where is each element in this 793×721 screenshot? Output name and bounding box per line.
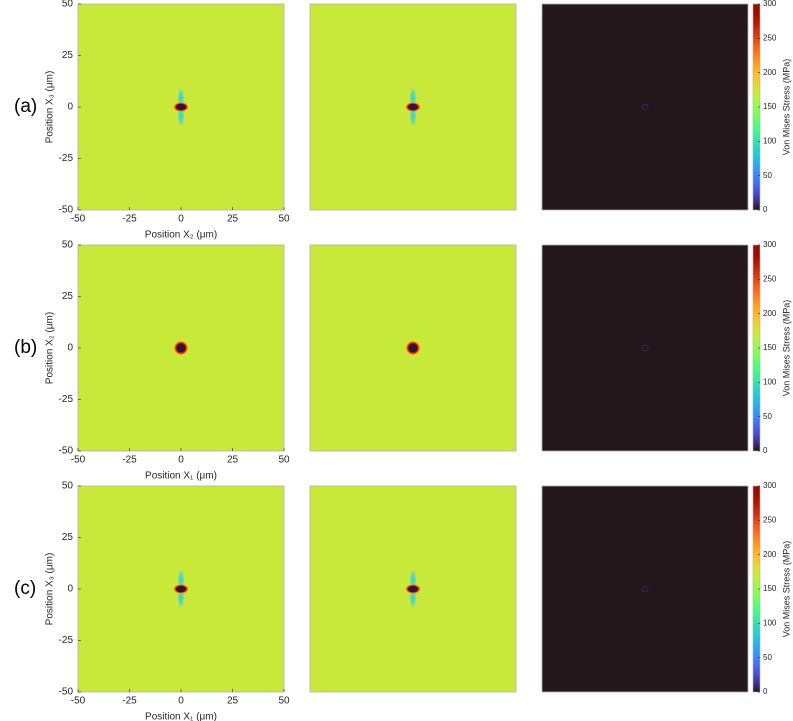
colorbar-tick-label: 300 [763,481,777,490]
colorbar-tick-label: 200 [763,68,777,77]
inclusion-core [176,104,186,110]
colorbar-tick-label: 0 [763,446,768,455]
y-tick-label: -25 [59,153,74,164]
x-tick-label: 25 [227,214,239,225]
y-tick-label: 0 [67,343,73,354]
colorbar-tick-label: 0 [763,205,768,214]
colorbar-tick-label: 100 [763,618,777,627]
x-tick-label: -25 [122,214,137,225]
colorbar-tick-label: 50 [763,653,772,662]
panel-frame [541,485,749,693]
y-axis-label: Position X₃ (μm) [45,71,56,144]
row-label: (b) [14,337,37,358]
colorbar-tick-label: 300 [763,0,777,8]
stress-field [542,245,748,451]
colorbar-label: Von Mises Stress (MPa) [781,541,791,638]
x-tick-label: 0 [178,214,184,225]
y-tick-label: -50 [59,205,74,216]
x-tick-label: 25 [227,455,239,466]
colorbar-tick-label: 100 [763,377,777,386]
colorbar-tick-label: 250 [763,274,777,283]
y-tick-label: 50 [62,0,74,10]
y-tick-label: 0 [67,102,73,113]
x-axis-label: Position X₁ (μm) [145,471,217,482]
inclusion-core [408,586,418,592]
inclusion-core [408,104,418,110]
x-axis-label: Position X₁ (μm) [145,712,217,721]
x-axis-label: Position X₂ (μm) [145,230,217,241]
row-label: (a) [14,96,37,117]
y-tick-label: 50 [62,240,74,251]
x-tick-label: 0 [178,696,184,707]
row-label: (c) [14,578,36,599]
colorbar-tick-label: 50 [763,412,772,421]
x-tick-label: 50 [278,214,290,225]
colorbar-tick-label: 250 [763,33,777,42]
colorbar-tick-label: 150 [763,343,777,352]
colorbar-tick-label: 0 [763,687,768,696]
y-tick-label: 25 [62,291,74,302]
stress-field [542,4,748,210]
y-tick-label: 0 [67,584,73,595]
y-tick-label: -25 [59,394,74,405]
panel-frame [309,3,517,211]
inclusion-core [176,586,186,592]
colorbar-tick-label: 150 [763,102,777,111]
colorbar-tick-label: 100 [763,136,777,145]
colorbar-label: Von Mises Stress (MPa) [781,300,791,397]
y-tick-label: -50 [59,446,74,457]
x-tick-label: -50 [71,455,86,466]
colorbar-tick-label: 250 [763,515,777,524]
panel-frame [309,244,517,452]
colorbar-tick-label: 200 [763,550,777,559]
y-tick-label: -25 [59,635,74,646]
colorbar-label: Von Mises Stress (MPa) [781,59,791,156]
colorbar-tick-label: 150 [763,584,777,593]
x-tick-label: -50 [71,696,86,707]
x-tick-label: -25 [122,696,137,707]
inclusion-outline [641,344,649,352]
x-tick-label: 50 [278,696,290,707]
x-tick-label: 25 [227,696,239,707]
colorbar-tick-label: 200 [763,309,777,318]
x-tick-label: 0 [178,455,184,466]
y-axis-label: Position X₃ (μm) [45,553,56,626]
colorbar-tick-label: 50 [763,171,772,180]
y-tick-label: -50 [59,687,74,698]
stress-field [542,486,748,692]
inclusion-outline [641,585,649,593]
y-axis-label: Position X₂ (μm) [45,312,56,384]
inclusion-outline [641,103,649,111]
panel-frame [541,244,749,452]
y-tick-label: 25 [62,532,74,543]
inclusion-core [409,344,417,352]
x-tick-label: 50 [278,455,290,466]
y-tick-label: 25 [62,50,74,61]
panel-frame [309,485,517,693]
x-tick-label: -25 [122,455,137,466]
inclusion-core [177,344,185,352]
panel-frame [541,3,749,211]
x-tick-label: -50 [71,214,86,225]
colorbar-tick-label: 300 [763,240,777,249]
y-tick-label: 50 [62,481,74,492]
